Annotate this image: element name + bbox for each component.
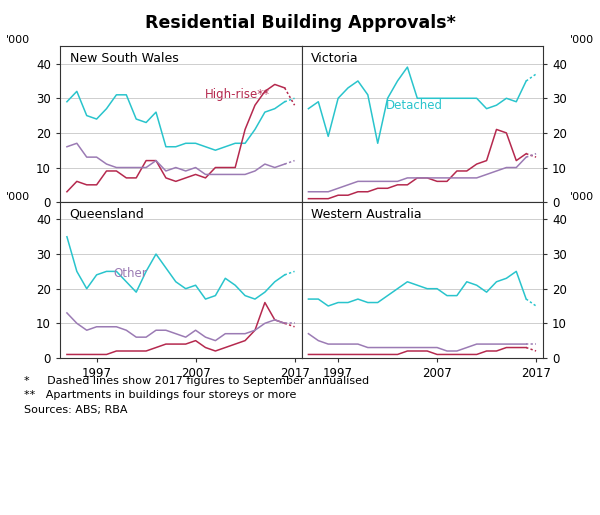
Text: '000: '000 bbox=[570, 192, 594, 202]
Text: Detached: Detached bbox=[386, 99, 443, 112]
Text: New South Wales: New South Wales bbox=[70, 52, 178, 65]
Text: Queensland: Queensland bbox=[70, 208, 145, 220]
Text: '000: '000 bbox=[6, 36, 30, 45]
Text: '000: '000 bbox=[6, 192, 30, 202]
Text: '000: '000 bbox=[570, 36, 594, 45]
Text: High-rise**: High-rise** bbox=[205, 88, 270, 101]
Text: Western Australia: Western Australia bbox=[311, 208, 422, 220]
Text: Residential Building Approvals*: Residential Building Approvals* bbox=[145, 14, 455, 32]
Text: Victoria: Victoria bbox=[311, 52, 359, 65]
Text: *     Dashed lines show 2017 figures to September annualised: * Dashed lines show 2017 figures to Sept… bbox=[24, 376, 369, 386]
Text: Sources: ABS; RBA: Sources: ABS; RBA bbox=[24, 405, 128, 415]
Text: **   Apartments in buildings four storeys or more: ** Apartments in buildings four storeys … bbox=[24, 390, 296, 400]
Text: Other: Other bbox=[113, 267, 147, 280]
